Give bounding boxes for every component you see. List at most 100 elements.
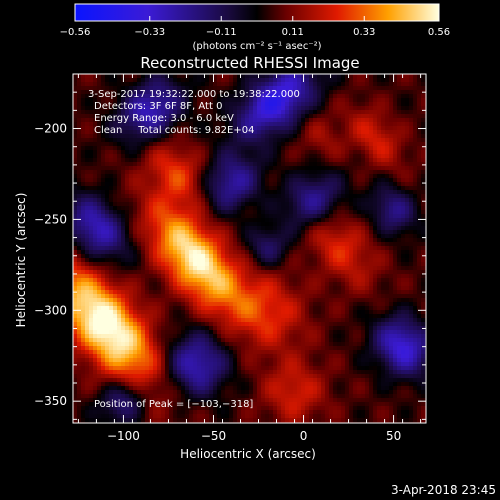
heatmap-cell <box>289 118 294 123</box>
heatmap-cell <box>341 218 346 223</box>
heatmap-cell <box>113 238 118 243</box>
heatmap-cell <box>85 150 90 155</box>
heatmap-cell <box>105 142 110 147</box>
heatmap-cell <box>305 78 310 83</box>
heatmap-cell <box>105 214 110 219</box>
heatmap-cell <box>177 266 182 271</box>
heatmap-cell <box>217 290 222 295</box>
heatmap-cell <box>157 274 162 279</box>
heatmap-cell <box>201 82 206 87</box>
heatmap-cell <box>157 186 162 191</box>
heatmap-cell <box>109 174 114 179</box>
heatmap-cell <box>213 294 218 299</box>
heatmap-cell <box>393 282 398 287</box>
heatmap-cell <box>241 278 246 283</box>
heatmap-cell <box>337 198 342 203</box>
heatmap-cell <box>157 202 162 207</box>
heatmap-cell <box>369 214 374 219</box>
heatmap-cell <box>289 254 294 259</box>
heatmap-cell <box>249 238 254 243</box>
heatmap-cell <box>153 210 158 215</box>
heatmap-cell <box>105 194 110 199</box>
heatmap-cell <box>329 110 334 115</box>
heatmap-cell <box>149 154 154 159</box>
heatmap-cell <box>153 214 158 219</box>
heatmap-cell <box>405 238 410 243</box>
heatmap-cell <box>145 150 150 155</box>
heatmap-cell <box>269 286 274 291</box>
heatmap-cell <box>293 170 298 175</box>
heatmap-cell <box>393 222 398 227</box>
heatmap-cell <box>329 86 334 91</box>
heatmap-cell <box>221 282 226 287</box>
heatmap-cell <box>289 262 294 267</box>
heatmap-cell <box>205 206 210 211</box>
heatmap-cell <box>225 158 230 163</box>
heatmap-cell <box>393 130 398 135</box>
heatmap-cell <box>361 178 366 183</box>
heatmap-cell <box>393 238 398 243</box>
heatmap-cell <box>353 102 358 107</box>
heatmap-cell <box>229 130 234 135</box>
heatmap-cell <box>177 254 182 259</box>
heatmap-cell <box>189 142 194 147</box>
heatmap-cell <box>85 226 90 231</box>
heatmap-cell <box>377 74 382 79</box>
heatmap-cell <box>417 146 422 151</box>
heatmap-cell <box>313 214 318 219</box>
heatmap-cell <box>277 94 282 99</box>
heatmap-cell <box>109 230 114 235</box>
heatmap-cell <box>133 290 138 295</box>
heatmap-cell <box>373 206 378 211</box>
heatmap-cell <box>221 198 226 203</box>
heatmap-cell <box>249 274 254 279</box>
heatmap-cell <box>89 114 94 119</box>
heatmap-cell <box>213 114 218 119</box>
heatmap-cell <box>385 130 390 135</box>
heatmap-cell <box>73 74 78 79</box>
heatmap-cell <box>189 290 194 295</box>
heatmap-cell <box>289 274 294 279</box>
heatmap-cell <box>321 282 326 287</box>
heatmap-cell <box>181 214 186 219</box>
heatmap-cell <box>409 110 414 115</box>
heatmap-cell <box>377 194 382 199</box>
heatmap-cell <box>413 170 418 175</box>
heatmap-cell <box>93 198 98 203</box>
heatmap-cell <box>249 246 254 251</box>
heatmap-cell <box>341 110 346 115</box>
heatmap-cell <box>237 262 242 267</box>
heatmap-cell <box>197 210 202 215</box>
heatmap-cell <box>309 218 314 223</box>
heatmap-cell <box>113 110 118 115</box>
heatmap-cell <box>397 134 402 139</box>
heatmap-cell <box>261 102 266 107</box>
heatmap-cell <box>149 174 154 179</box>
heatmap-cell <box>201 142 206 147</box>
heatmap-cell <box>397 230 402 235</box>
heatmap-cell <box>353 242 358 247</box>
heatmap-cell <box>369 230 374 235</box>
heatmap-cell <box>221 218 226 223</box>
heatmap-cell <box>133 166 138 171</box>
heatmap-cell <box>261 202 266 207</box>
heatmap-cell <box>125 222 130 227</box>
heatmap-cell <box>229 182 234 187</box>
heatmap-cell <box>113 278 118 283</box>
heatmap-cell <box>329 194 334 199</box>
heatmap-cell <box>345 254 350 259</box>
heatmap-cell <box>253 294 258 299</box>
heatmap-cell <box>285 234 290 239</box>
heatmap-cell <box>413 202 418 207</box>
heatmap-cell <box>161 234 166 239</box>
heatmap-cell <box>233 238 238 243</box>
heatmap-cell <box>397 150 402 155</box>
heatmap-cell <box>417 202 422 207</box>
heatmap-cell <box>385 190 390 195</box>
heatmap-cell <box>389 246 394 251</box>
heatmap-cell <box>341 170 346 175</box>
heatmap-cell <box>245 178 250 183</box>
heatmap-cell <box>289 258 294 263</box>
heatmap-cell <box>125 258 130 263</box>
heatmap-cell <box>237 258 242 263</box>
